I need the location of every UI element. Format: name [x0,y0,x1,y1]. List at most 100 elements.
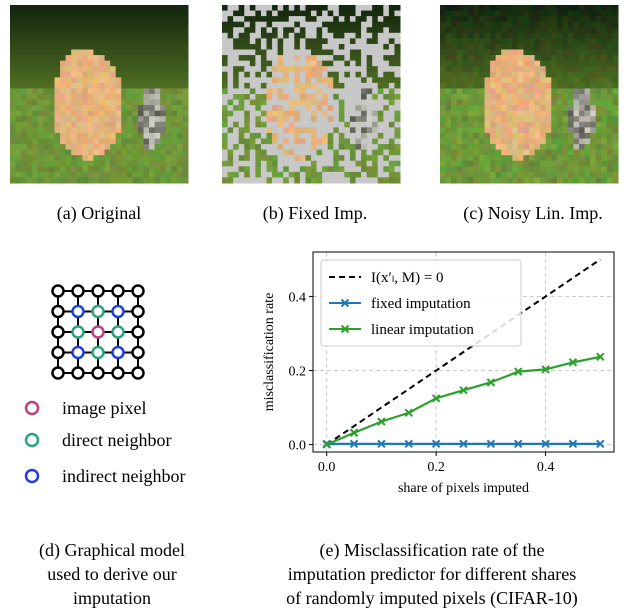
image-pixel [82,22,88,28]
image-pixel [562,94,568,100]
image-pixel [182,16,188,22]
image-pixel [177,111,183,117]
image-pixel [523,116,529,122]
image-pixel [590,61,596,67]
image-pixel [339,144,345,150]
image-pixel [121,161,127,167]
image-pixel [501,11,507,17]
image-pixel [250,177,256,183]
image-pixel [88,177,94,183]
image-pixel [294,72,300,78]
image-pixel [283,94,289,100]
image-pixel [601,44,607,50]
image-pixel [496,133,502,139]
image-pixel [127,27,133,33]
image-pixel [228,111,234,117]
image-pixel [233,77,239,83]
image-pixel [328,50,334,56]
image-pixel [361,105,367,111]
image-pixel [322,133,328,139]
image-pixel [267,161,273,167]
image-pixel [166,161,172,167]
image-pixel [485,155,491,161]
image-pixel [473,116,479,122]
image-pixel [546,116,552,122]
image-pixel [389,55,395,61]
image-pixel [485,127,491,133]
image-pixel [110,44,116,50]
image-pixel [562,88,568,94]
image-pixel [82,38,88,44]
image-pixel [468,116,474,122]
image-pixel [10,100,16,106]
image-pixel [10,166,16,172]
image-pixel [612,105,618,111]
image-pixel [457,150,463,156]
image-pixel [535,161,541,167]
image-pixel [60,144,66,150]
image-pixel [361,77,367,83]
image-pixel [38,111,44,117]
image-pixel [562,66,568,72]
image-pixel [305,150,311,156]
image-pixel [155,139,161,145]
image-pixel [278,166,284,172]
image-pixel [105,77,111,83]
image-pixel [250,166,256,172]
image-pixel [38,127,44,133]
image-pixel [529,94,535,100]
image-pixel [99,94,105,100]
image-pixel [177,116,183,122]
image-pixel [239,127,245,133]
image-pixel [116,33,122,39]
image-pixel [562,172,568,178]
image-pixel [485,22,491,28]
image-pixel [43,139,49,145]
image-pixel [523,94,529,100]
image-pixel [222,100,228,106]
image-pixel [171,61,177,67]
image-pixel [535,61,541,67]
node [113,347,124,358]
image-pixel [557,88,563,94]
image-pixel [82,66,88,72]
image-pixel [10,27,16,33]
image-pixel [294,100,300,106]
image-pixel [596,144,602,150]
image-pixel [132,16,138,22]
image-pixel [356,105,362,111]
image-pixel [132,166,138,172]
image-pixel [440,105,446,111]
image-pixel [601,166,607,172]
image-pixel [132,105,138,111]
image-pixel [367,172,373,178]
image-pixel [551,27,557,33]
image-pixel [590,72,596,78]
image-pixel [166,105,172,111]
image-pixel [110,139,116,145]
image-pixel [457,116,463,122]
image-pixel [350,22,356,28]
image-pixel [160,55,166,61]
image-pixel [283,22,289,28]
image-pixel [255,105,261,111]
image-pixel [361,177,367,183]
image-pixel [485,5,491,11]
image-pixel [82,166,88,172]
image-pixel [356,83,362,89]
image-pixel [155,155,161,161]
image-pixel [446,38,452,44]
image-pixel [356,122,362,128]
image-pixel [339,27,345,33]
image-pixel [562,27,568,33]
image-pixel [239,27,245,33]
image-pixel [272,166,278,172]
image-pixel [367,44,373,50]
image-pixel [289,122,295,128]
image-pixel [239,172,245,178]
image-pixel [27,127,33,133]
image-pixel [535,16,541,22]
image-pixel [496,144,502,150]
image-pixel [10,172,16,178]
image-pixel [585,61,591,67]
